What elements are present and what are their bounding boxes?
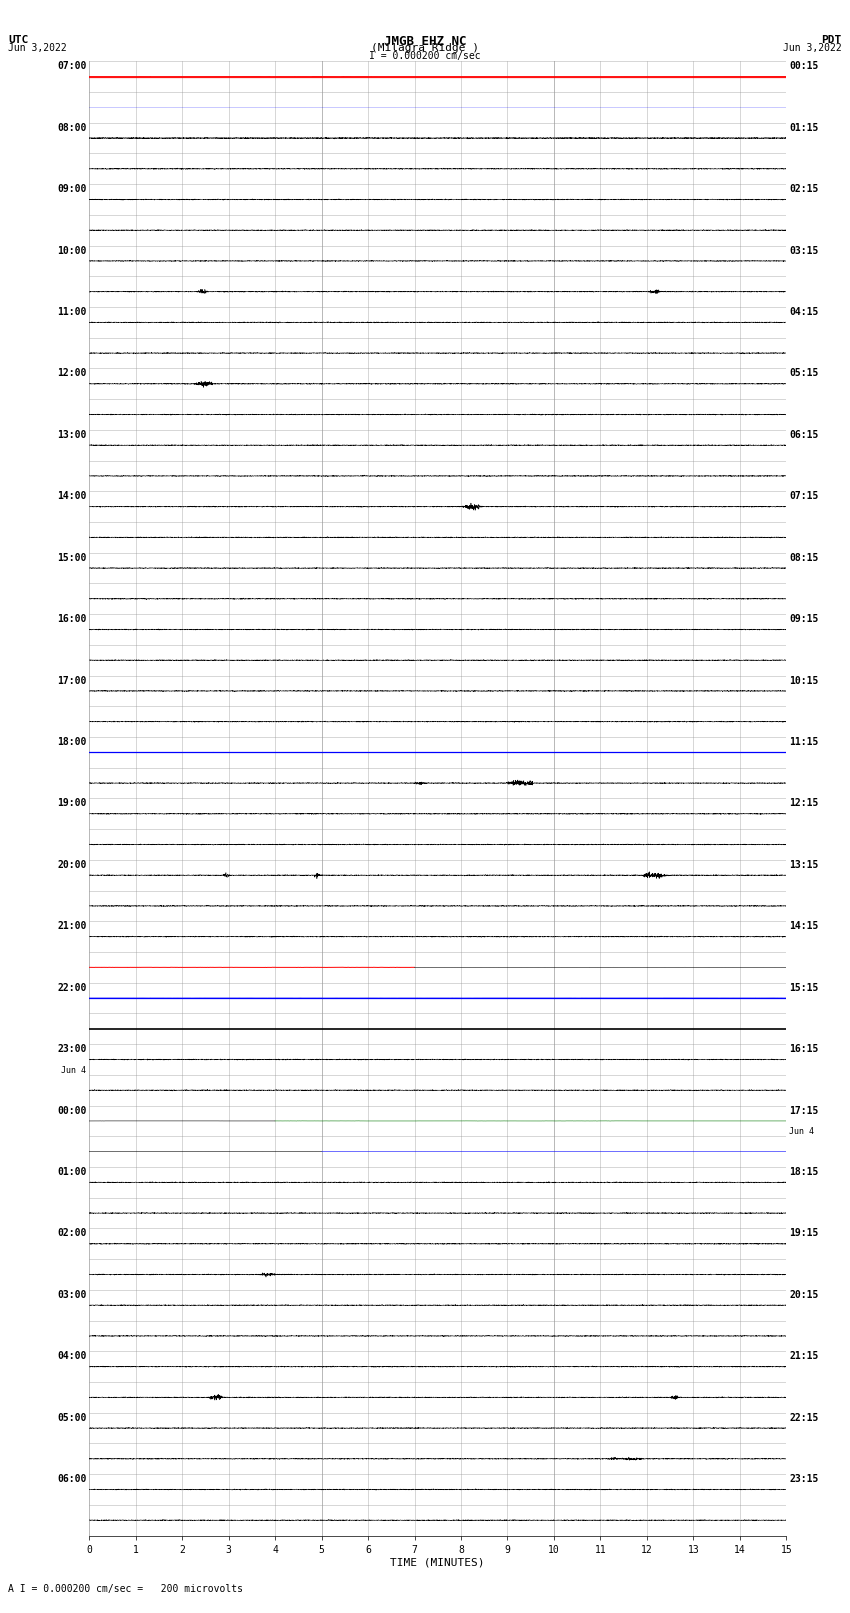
Text: (Milagra Ridge ): (Milagra Ridge ) — [371, 44, 479, 53]
Text: 10:15: 10:15 — [789, 676, 819, 686]
Text: Jun 3,2022: Jun 3,2022 — [8, 44, 67, 53]
Text: 14:15: 14:15 — [789, 921, 819, 931]
Text: 17:15: 17:15 — [789, 1105, 819, 1116]
Text: 01:00: 01:00 — [57, 1168, 87, 1177]
Text: 05:15: 05:15 — [789, 368, 819, 379]
Text: 03:00: 03:00 — [57, 1290, 87, 1300]
Text: 04:00: 04:00 — [57, 1352, 87, 1361]
Text: 22:00: 22:00 — [57, 982, 87, 992]
Text: I = 0.000200 cm/sec: I = 0.000200 cm/sec — [369, 50, 481, 61]
Text: UTC: UTC — [8, 35, 29, 45]
Text: 06:00: 06:00 — [57, 1474, 87, 1484]
Text: Jun 4: Jun 4 — [789, 1127, 814, 1136]
Text: PDT: PDT — [821, 35, 842, 45]
Text: 19:00: 19:00 — [57, 798, 87, 808]
Text: 04:15: 04:15 — [789, 306, 819, 318]
Text: JMGB EHZ NC: JMGB EHZ NC — [383, 35, 467, 48]
Text: 11:15: 11:15 — [789, 737, 819, 747]
Text: 02:15: 02:15 — [789, 184, 819, 194]
Text: 21:15: 21:15 — [789, 1352, 819, 1361]
Text: 18:00: 18:00 — [57, 737, 87, 747]
X-axis label: TIME (MINUTES): TIME (MINUTES) — [390, 1558, 485, 1568]
Text: Jun 4: Jun 4 — [61, 1066, 87, 1074]
Text: 00:00: 00:00 — [57, 1105, 87, 1116]
Text: 09:00: 09:00 — [57, 184, 87, 194]
Text: 08:00: 08:00 — [57, 123, 87, 132]
Text: 03:15: 03:15 — [789, 245, 819, 255]
Text: 20:00: 20:00 — [57, 860, 87, 869]
Text: 00:15: 00:15 — [789, 61, 819, 71]
Text: 17:00: 17:00 — [57, 676, 87, 686]
Text: 11:00: 11:00 — [57, 306, 87, 318]
Text: 01:15: 01:15 — [789, 123, 819, 132]
Text: 05:00: 05:00 — [57, 1413, 87, 1423]
Text: 07:15: 07:15 — [789, 492, 819, 502]
Text: 20:15: 20:15 — [789, 1290, 819, 1300]
Text: Jun 3,2022: Jun 3,2022 — [783, 44, 842, 53]
Text: 21:00: 21:00 — [57, 921, 87, 931]
Text: 16:00: 16:00 — [57, 615, 87, 624]
Text: 12:00: 12:00 — [57, 368, 87, 379]
Text: 08:15: 08:15 — [789, 553, 819, 563]
Text: 02:00: 02:00 — [57, 1229, 87, 1239]
Text: 12:15: 12:15 — [789, 798, 819, 808]
Text: 19:15: 19:15 — [789, 1229, 819, 1239]
Text: 22:15: 22:15 — [789, 1413, 819, 1423]
Text: 23:15: 23:15 — [789, 1474, 819, 1484]
Text: 14:00: 14:00 — [57, 492, 87, 502]
Text: 09:15: 09:15 — [789, 615, 819, 624]
Text: 06:15: 06:15 — [789, 431, 819, 440]
Text: 16:15: 16:15 — [789, 1044, 819, 1055]
Text: 10:00: 10:00 — [57, 245, 87, 255]
Text: 13:15: 13:15 — [789, 860, 819, 869]
Text: 15:15: 15:15 — [789, 982, 819, 992]
Text: 18:15: 18:15 — [789, 1168, 819, 1177]
Text: 23:00: 23:00 — [57, 1044, 87, 1055]
Text: 15:00: 15:00 — [57, 553, 87, 563]
Text: A I = 0.000200 cm/sec =   200 microvolts: A I = 0.000200 cm/sec = 200 microvolts — [8, 1584, 243, 1594]
Text: 07:00: 07:00 — [57, 61, 87, 71]
Text: 13:00: 13:00 — [57, 431, 87, 440]
